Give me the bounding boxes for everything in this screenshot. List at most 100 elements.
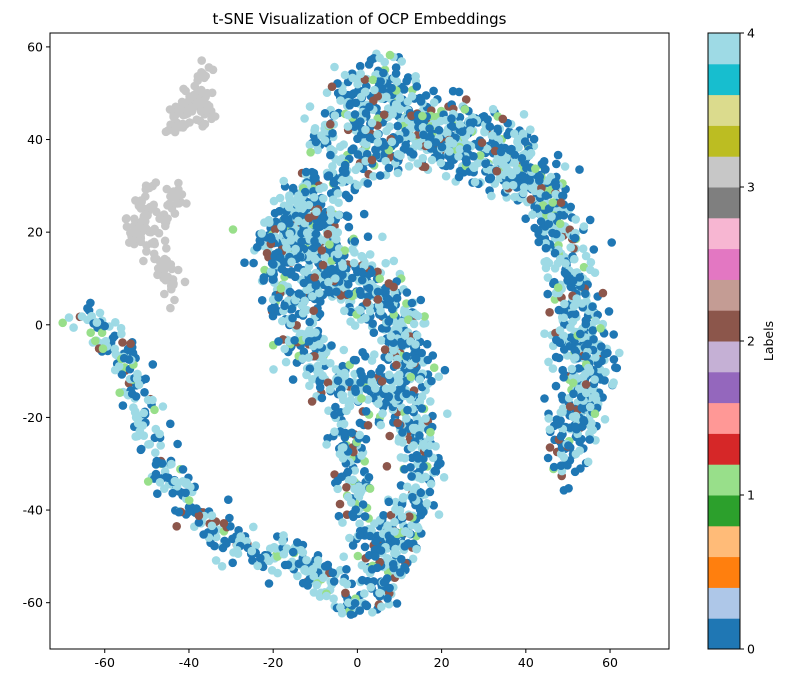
scatter-point — [566, 333, 576, 342]
scatter-point — [356, 306, 365, 315]
scatter-point — [110, 365, 120, 375]
scatter-point — [337, 390, 346, 400]
scatter-point — [361, 125, 370, 135]
scatter-point — [586, 258, 596, 267]
scatter-point — [583, 339, 592, 349]
scatter-point — [407, 298, 417, 308]
x-tick-label: 0 — [353, 655, 361, 670]
scatter-point — [498, 114, 508, 124]
scatter-point — [477, 138, 487, 147]
scatter-point — [145, 439, 155, 449]
y-tick-label: -40 — [23, 503, 43, 518]
scatter-point — [387, 137, 397, 147]
scatter-point — [447, 114, 456, 123]
scatter-point — [339, 345, 349, 355]
scatter-point — [381, 156, 391, 166]
scatter-point — [290, 336, 299, 345]
scatter-point — [397, 554, 406, 564]
y-tick-label: -20 — [23, 410, 43, 425]
scatter-point — [391, 69, 401, 78]
scatter-point — [315, 340, 324, 349]
scatter-point — [181, 120, 190, 129]
scatter-point — [333, 376, 343, 386]
scatter-point — [310, 236, 319, 246]
scatter-point — [607, 238, 616, 247]
scatter-point — [437, 142, 447, 152]
scatter-point — [339, 419, 349, 429]
scatter-point — [551, 189, 560, 199]
scatter-point — [407, 111, 416, 120]
scatter-point — [358, 500, 368, 509]
scatter-point — [288, 183, 298, 193]
scatter-point — [225, 513, 234, 523]
scatter-point — [382, 462, 392, 471]
scatter-point — [349, 144, 358, 153]
scatter-point — [323, 229, 333, 239]
scatter-point — [311, 229, 321, 239]
scatter-point — [301, 167, 311, 177]
scatter-point — [567, 364, 577, 374]
scatter-point — [604, 307, 614, 316]
scatter-point — [152, 456, 162, 466]
scatter-point — [598, 288, 608, 298]
scatter-point — [572, 294, 581, 303]
scatter-point — [408, 492, 417, 502]
scatter-point — [350, 484, 359, 494]
scatter-point — [454, 87, 464, 97]
scatter-point — [319, 220, 328, 230]
scatter-point — [361, 600, 370, 609]
scatter-point — [287, 304, 297, 314]
scatter-point — [403, 539, 413, 548]
scatter-point — [570, 254, 579, 264]
scatter-point — [345, 533, 354, 543]
scatter-point — [393, 121, 403, 131]
scatter-point — [356, 117, 365, 126]
scatter-point — [565, 402, 575, 411]
scatter-point — [184, 496, 194, 505]
scatter-point — [407, 123, 417, 132]
scatter-point — [552, 159, 561, 169]
scatter-point — [448, 122, 458, 131]
scatter-point — [309, 588, 319, 597]
scatter-point — [543, 289, 552, 299]
scatter-point — [164, 199, 174, 209]
scatter-point — [328, 568, 338, 578]
scatter-point — [421, 414, 430, 423]
scatter-point — [569, 276, 578, 286]
scatter-point — [570, 233, 580, 243]
scatter-point — [355, 61, 365, 71]
scatter-point — [280, 214, 290, 223]
scatter-point — [324, 277, 333, 287]
scatter-point — [575, 273, 585, 282]
scatter-point — [584, 363, 593, 373]
scatter-point — [309, 193, 319, 202]
scatter-point — [358, 575, 367, 585]
scatter-point — [320, 252, 330, 262]
scatter-point — [398, 341, 407, 350]
scatter-point — [149, 249, 159, 259]
scatter-point — [600, 376, 609, 385]
scatter-point — [346, 317, 355, 326]
scatter-point — [570, 345, 579, 355]
scatter-point — [465, 118, 475, 128]
scatter-point — [343, 467, 353, 477]
scatter-point — [338, 361, 348, 371]
scatter-point — [376, 306, 385, 316]
scatter-point — [268, 275, 278, 284]
scatter-point — [240, 258, 249, 268]
scatter-point — [389, 256, 399, 266]
scatter-point — [181, 86, 190, 96]
scatter-point — [279, 549, 289, 559]
scatter-point — [379, 578, 389, 587]
scatter-point — [375, 53, 385, 63]
scatter-point — [382, 126, 391, 136]
scatter-point — [591, 394, 601, 404]
scatter-point — [327, 341, 336, 350]
scatter-point — [403, 405, 412, 415]
scatter-point — [590, 409, 600, 419]
scatter-point — [302, 370, 311, 380]
scatter-point — [585, 402, 595, 412]
scatter-point — [376, 546, 386, 555]
scatter-point — [281, 357, 291, 367]
scatter-point — [558, 407, 567, 417]
